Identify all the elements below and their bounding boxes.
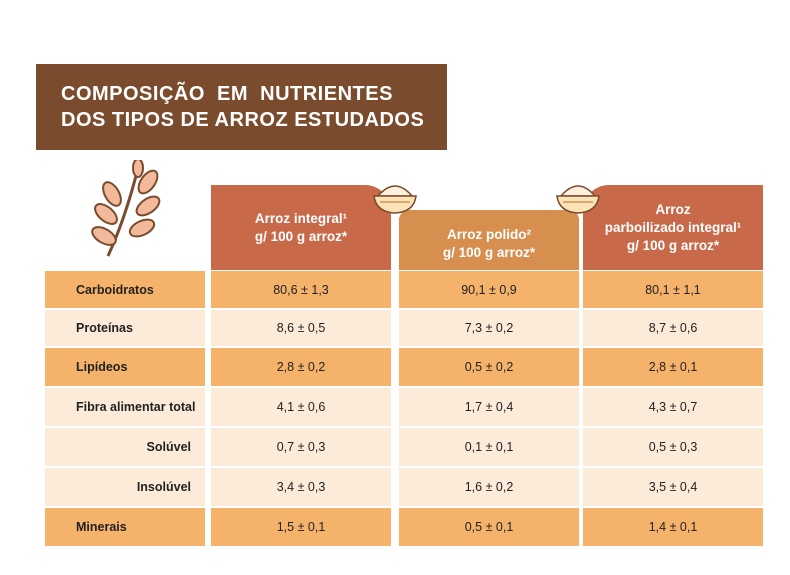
table-cell: 1,7 ± 0,4 bbox=[399, 388, 579, 426]
column-header-line: g/ 100 g arroz* bbox=[442, 245, 536, 260]
column-header-line: parboilizado integral¹ bbox=[604, 219, 742, 235]
title-line-2: DOS TIPOS DE ARROZ ESTUDADOS bbox=[61, 109, 425, 131]
row-label-carboidratos: Carboidratos bbox=[45, 271, 205, 308]
rice-bowl-icon bbox=[556, 185, 600, 214]
table-cell: 0,5 ± 0,1 bbox=[399, 508, 579, 546]
column-header-line: Arroz polido² bbox=[447, 227, 531, 242]
column-header-arroz-polido: Arroz polido² g/ 100 g arroz* bbox=[399, 218, 579, 270]
row-label-fibra-alimentar-total: Fibra alimentar total bbox=[45, 388, 205, 426]
column-header-arroz-parboilizado: Arroz parboilizado integral¹ g/ 100 g ar… bbox=[583, 185, 763, 270]
table-cell: 2,8 ± 0,1 bbox=[583, 348, 763, 386]
table-cell: 2,8 ± 0,2 bbox=[211, 348, 391, 386]
table-cell: 8,7 ± 0,6 bbox=[583, 310, 763, 346]
title-line-1: COMPOSIÇÃO EM NUTRIENTES bbox=[61, 83, 393, 105]
column-header-arroz-integral: Arroz integral¹ g/ 100 g arroz* bbox=[211, 185, 391, 270]
row-label-soluvel: Solúvel bbox=[45, 428, 205, 466]
table-cell: 1,4 ± 0,1 bbox=[583, 508, 763, 546]
table-cell: 7,3 ± 0,2 bbox=[399, 310, 579, 346]
table-cell: 80,1 ± 1,1 bbox=[583, 271, 763, 308]
table-cell: 1,6 ± 0,2 bbox=[399, 468, 579, 506]
table-cell: 4,3 ± 0,7 bbox=[583, 388, 763, 426]
column-header-line: g/ 100 g arroz* bbox=[254, 228, 348, 244]
table-cell: 0,5 ± 0,3 bbox=[583, 428, 763, 466]
row-label-insoluvel: Insolúvel bbox=[45, 468, 205, 506]
rice-bowl-icon bbox=[373, 185, 417, 214]
table-cell: 8,6 ± 0,5 bbox=[211, 310, 391, 346]
table-cell: 80,6 ± 1,3 bbox=[211, 271, 391, 308]
row-label-lipideos: Lipídeos bbox=[45, 348, 205, 386]
table-cell: 3,4 ± 0,3 bbox=[211, 468, 391, 506]
table-cell: 90,1 ± 0,9 bbox=[399, 271, 579, 308]
table-cell: 1,5 ± 0,1 bbox=[211, 508, 391, 546]
table-cell: 0,7 ± 0,3 bbox=[211, 428, 391, 466]
column-header-top bbox=[399, 210, 579, 220]
column-header-line: Arroz integral¹ bbox=[254, 210, 348, 226]
table-cell: 0,5 ± 0,2 bbox=[399, 348, 579, 386]
page-title: COMPOSIÇÃO EM NUTRIENTES DOS TIPOS DE AR… bbox=[36, 64, 447, 150]
row-label-proteinas: Proteínas bbox=[45, 310, 205, 346]
table-cell: 4,1 ± 0,6 bbox=[211, 388, 391, 426]
wheat-icon bbox=[91, 160, 161, 257]
row-label-minerais: Minerais bbox=[45, 508, 205, 546]
table-cell: 0,1 ± 0,1 bbox=[399, 428, 579, 466]
column-header-line: g/ 100 g arroz* bbox=[626, 237, 720, 253]
table-cell: 3,5 ± 0,4 bbox=[583, 468, 763, 506]
column-header-line: Arroz bbox=[655, 201, 691, 217]
